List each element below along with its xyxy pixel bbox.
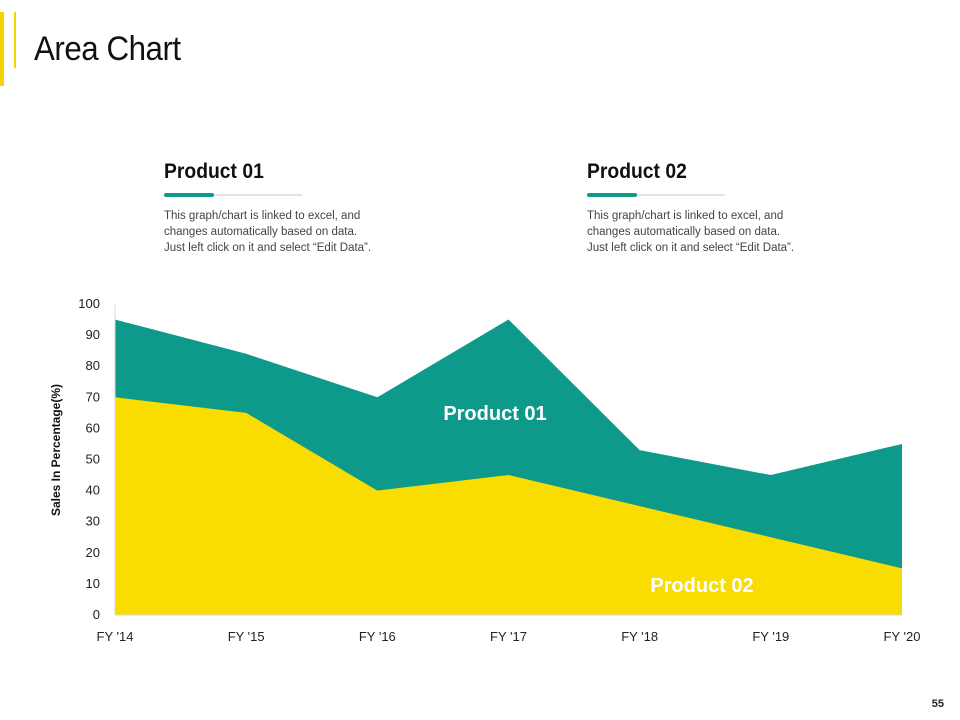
product-01-divider-accent — [164, 193, 214, 197]
title-accent-line — [14, 12, 16, 68]
product-02-description-line: Just left click on it and select “Edit D… — [587, 242, 795, 254]
y-tick-label: 100 — [78, 296, 100, 311]
x-tick-label: FY '18 — [621, 629, 658, 644]
x-tick-label: FY '14 — [97, 629, 134, 644]
product-02-description-line: This graph/chart is linked to excel, and — [587, 210, 784, 222]
y-axis-title: Sales In Percentage(%) — [49, 384, 63, 516]
x-tick-label: FY '15 — [228, 629, 265, 644]
y-tick-label: 30 — [86, 514, 100, 529]
y-tick-label: 70 — [86, 389, 100, 404]
product-02-divider-accent — [587, 193, 637, 197]
product-01-divider — [164, 193, 302, 197]
y-tick-label: 20 — [86, 545, 100, 560]
product-02-area-label: Product 02 — [650, 575, 753, 597]
y-tick-label: 60 — [86, 420, 100, 435]
product-01-heading: Product 01 — [164, 160, 264, 183]
product-01-area-label: Product 01 — [443, 403, 546, 425]
page-number: 55 — [931, 698, 944, 710]
y-tick-label: 50 — [86, 452, 100, 467]
y-tick-label: 10 — [86, 576, 100, 591]
title-accent-bar — [0, 12, 4, 86]
page-title: Area Chart — [34, 30, 181, 68]
x-tick-label: FY '20 — [884, 629, 921, 644]
product-02-description-line: changes automatically based on data. — [587, 226, 781, 238]
x-tick-label: FY '19 — [752, 629, 789, 644]
x-tick-label: FY '16 — [359, 629, 396, 644]
x-tick-label: FY '17 — [490, 629, 527, 644]
product-01-description-line: changes automatically based on data. — [164, 226, 358, 238]
y-tick-label: 40 — [86, 483, 100, 498]
product-02-info: Product 02 This graph/chart is linked to… — [587, 160, 837, 256]
product-02-description: This graph/chart is linked to excel, and… — [587, 208, 827, 256]
product-02-divider — [587, 193, 725, 197]
product-01-description-line: This graph/chart is linked to excel, and — [164, 210, 361, 222]
y-tick-label: 0 — [93, 607, 100, 622]
product-02-area — [115, 397, 902, 615]
product-01-description-line: Just left click on it and select “Edit D… — [164, 242, 372, 254]
product-01-description: This graph/chart is linked to excel, and… — [164, 208, 404, 256]
y-tick-label: 80 — [86, 358, 100, 373]
y-tick-label: 90 — [86, 327, 100, 342]
product-01-info: Product 01 This graph/chart is linked to… — [164, 160, 414, 256]
product-02-heading: Product 02 — [587, 160, 687, 183]
